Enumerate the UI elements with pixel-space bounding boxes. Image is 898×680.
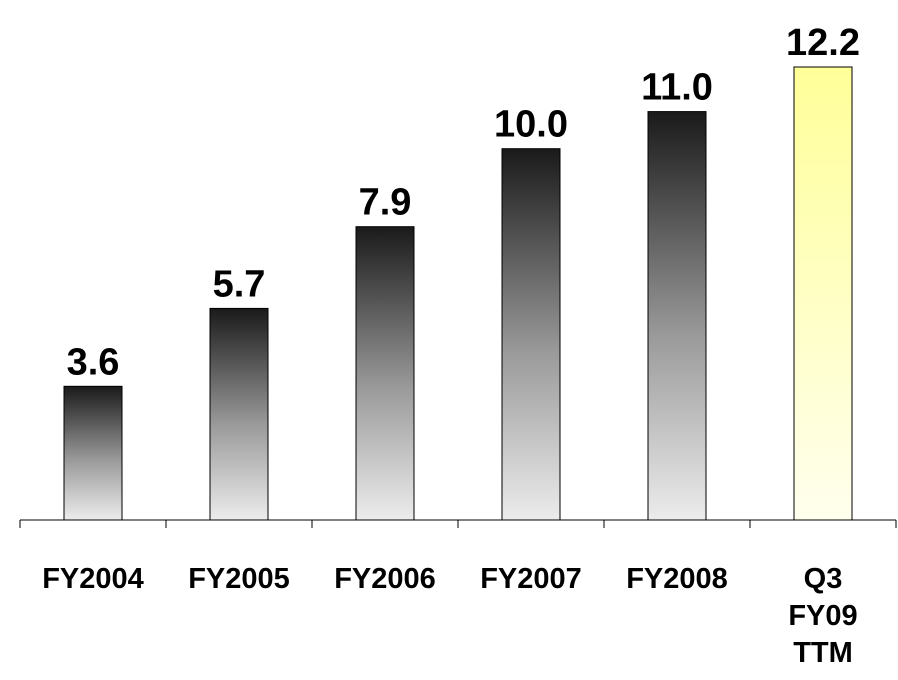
bars-group xyxy=(63,66,853,521)
x-tick-label-line: FY2007 xyxy=(480,563,582,595)
data-label: 7.9 xyxy=(359,182,412,224)
data-labels-group: 3.6 5.7 7.9 10.0 11.0 12.2 xyxy=(67,22,860,383)
x-tick-labels-group: FY2004 FY2005 FY2006 FY2007 FY2008 Q3 FY09 TTM xyxy=(42,563,857,669)
bar-fy2006 xyxy=(355,226,415,521)
bar-fy2008 xyxy=(647,111,707,521)
x-tick-label-line: FY2006 xyxy=(334,563,436,595)
data-label: 12.2 xyxy=(786,22,860,64)
x-tick-label: FY2008 xyxy=(626,563,728,595)
x-axis xyxy=(19,519,897,528)
bar-fy2007 xyxy=(501,148,561,521)
x-tick-label: FY2006 xyxy=(334,563,436,595)
x-tick-label-line: TTM xyxy=(793,637,853,669)
x-tick-label-line: FY2004 xyxy=(42,563,144,595)
x-tick-label: FY2004 xyxy=(42,563,144,595)
bar-fy2005 xyxy=(209,307,269,521)
data-label: 5.7 xyxy=(213,263,266,305)
x-tick-label-line: FY2005 xyxy=(188,563,290,595)
x-tick-label: Q3 FY09 TTM xyxy=(788,563,857,669)
x-tick-label: FY2005 xyxy=(188,563,290,595)
x-tick-label-line: FY2008 xyxy=(626,563,728,595)
data-label: 3.6 xyxy=(67,341,120,383)
data-label: 10.0 xyxy=(494,104,568,146)
data-label: 11.0 xyxy=(641,67,713,109)
bar-fy2004 xyxy=(63,385,123,521)
x-tick-label: FY2007 xyxy=(480,563,582,595)
x-tick-label-line: Q3 xyxy=(804,563,843,595)
x-tick-label-line: FY09 xyxy=(788,600,857,632)
bar-q3-fy09-ttm xyxy=(793,66,853,521)
